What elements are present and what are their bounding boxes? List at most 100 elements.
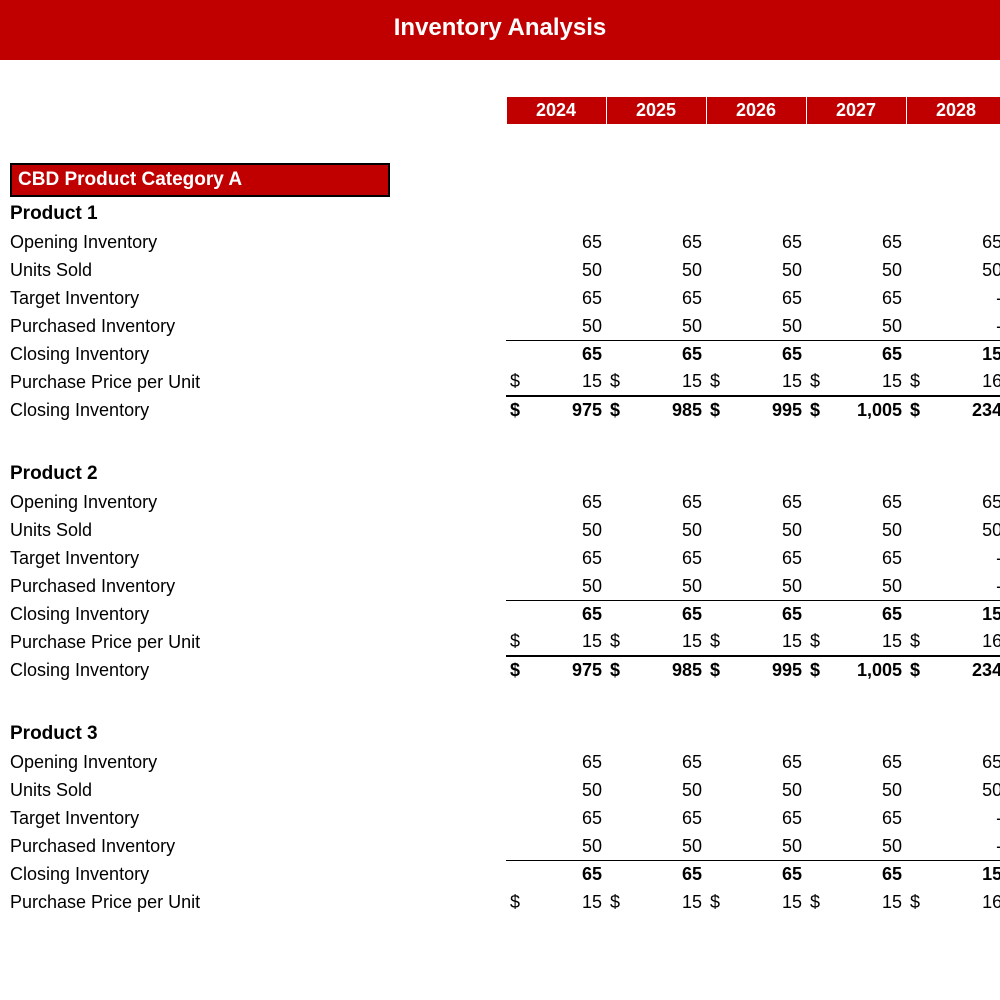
year-header: 2026 bbox=[706, 96, 806, 124]
row-label: Opening Inventory bbox=[6, 748, 506, 776]
data-row: Opening Inventory 65 65 65 65 65 bbox=[6, 488, 1000, 516]
currency-symbol: $ bbox=[606, 628, 626, 656]
currency-symbol bbox=[506, 516, 526, 544]
cell-value: 65 bbox=[826, 860, 906, 888]
cell-value: 50 bbox=[726, 776, 806, 804]
cell-value: 50 bbox=[626, 516, 706, 544]
currency-symbol: $ bbox=[706, 368, 726, 396]
data-row: Target Inventory 65 65 65 65 - bbox=[6, 284, 1000, 312]
product-name: Product 3 bbox=[6, 720, 1000, 748]
currency-symbol bbox=[606, 572, 626, 600]
currency-symbol bbox=[906, 572, 926, 600]
cell-value: 65 bbox=[726, 804, 806, 832]
row-label: Target Inventory bbox=[6, 804, 506, 832]
currency-symbol bbox=[906, 516, 926, 544]
year-header: 2027 bbox=[806, 96, 906, 124]
currency-symbol bbox=[906, 228, 926, 256]
cell-value: 15 bbox=[926, 600, 1000, 628]
currency-symbol bbox=[506, 228, 526, 256]
page-title: Inventory Analysis bbox=[0, 0, 1000, 60]
cell-value: 1,005 bbox=[826, 396, 906, 424]
currency-symbol bbox=[506, 600, 526, 628]
cell-value: 65 bbox=[826, 228, 906, 256]
cell-value: 65 bbox=[526, 228, 606, 256]
cell-value: 15 bbox=[826, 888, 906, 916]
cell-value: 65 bbox=[626, 284, 706, 312]
currency-symbol bbox=[506, 572, 526, 600]
cell-value: 65 bbox=[726, 488, 806, 516]
currency-symbol: $ bbox=[806, 396, 826, 424]
currency-symbol bbox=[606, 804, 626, 832]
cell-value: 16 bbox=[926, 368, 1000, 396]
cell-value: 50 bbox=[826, 516, 906, 544]
currency-symbol bbox=[506, 284, 526, 312]
currency-symbol bbox=[706, 488, 726, 516]
cell-value: 65 bbox=[526, 340, 606, 368]
cell-value: 16 bbox=[926, 628, 1000, 656]
cell-value: 50 bbox=[726, 572, 806, 600]
cell-value: 65 bbox=[626, 544, 706, 572]
currency-symbol bbox=[606, 776, 626, 804]
cell-value: 15 bbox=[626, 888, 706, 916]
currency-symbol: $ bbox=[806, 368, 826, 396]
cell-value: 65 bbox=[726, 284, 806, 312]
currency-symbol bbox=[506, 256, 526, 284]
category-badge: CBD Product Category A bbox=[10, 163, 390, 197]
currency-symbol: $ bbox=[906, 368, 926, 396]
currency-symbol bbox=[706, 748, 726, 776]
data-row: Opening Inventory 65 65 65 65 65 bbox=[6, 748, 1000, 776]
product-name: Product 1 bbox=[6, 200, 1000, 228]
currency-symbol bbox=[806, 256, 826, 284]
cell-value: 65 bbox=[826, 488, 906, 516]
cell-value: 65 bbox=[626, 228, 706, 256]
cell-value: 975 bbox=[526, 656, 606, 684]
cell-value: 985 bbox=[626, 396, 706, 424]
data-row: Purchased Inventory 50 50 50 50 - bbox=[6, 572, 1000, 600]
currency-symbol bbox=[806, 860, 826, 888]
cell-value: 15 bbox=[726, 368, 806, 396]
cell-value: - bbox=[926, 832, 1000, 860]
row-label: Units Sold bbox=[6, 516, 506, 544]
currency-symbol bbox=[906, 860, 926, 888]
currency-symbol: $ bbox=[506, 656, 526, 684]
data-row: Target Inventory 65 65 65 65 - bbox=[6, 804, 1000, 832]
cell-value: 65 bbox=[826, 804, 906, 832]
cell-value: 50 bbox=[526, 516, 606, 544]
currency-symbol bbox=[906, 488, 926, 516]
year-header-row: 2024 2025 2026 2027 2028 bbox=[6, 96, 1000, 124]
cell-value: 65 bbox=[826, 748, 906, 776]
cell-value: 15 bbox=[726, 628, 806, 656]
currency-symbol: $ bbox=[606, 396, 626, 424]
currency-symbol bbox=[606, 516, 626, 544]
data-row: Closing Inventory $975 $985 $995 $1,005 … bbox=[6, 396, 1000, 424]
cell-value: 65 bbox=[526, 284, 606, 312]
currency-symbol bbox=[806, 832, 826, 860]
currency-symbol: $ bbox=[506, 396, 526, 424]
currency-symbol bbox=[806, 228, 826, 256]
currency-symbol bbox=[906, 256, 926, 284]
cell-value: 65 bbox=[726, 748, 806, 776]
cell-value: 15 bbox=[526, 368, 606, 396]
cell-value: 65 bbox=[726, 600, 806, 628]
data-row: Closing Inventory 65 65 65 65 15 bbox=[6, 860, 1000, 888]
row-label: Purchase Price per Unit bbox=[6, 368, 506, 396]
cell-value: - bbox=[926, 284, 1000, 312]
currency-symbol bbox=[906, 748, 926, 776]
currency-symbol bbox=[606, 600, 626, 628]
cell-value: 234 bbox=[926, 396, 1000, 424]
cell-value: 65 bbox=[526, 600, 606, 628]
currency-symbol bbox=[706, 600, 726, 628]
cell-value: 15 bbox=[826, 368, 906, 396]
cell-value: 50 bbox=[626, 312, 706, 340]
data-row: Purchase Price per Unit $15 $15 $15 $15 … bbox=[6, 368, 1000, 396]
row-label: Closing Inventory bbox=[6, 340, 506, 368]
currency-symbol bbox=[706, 228, 726, 256]
year-header: 2028 bbox=[906, 96, 1000, 124]
currency-symbol: $ bbox=[706, 656, 726, 684]
cell-value: 65 bbox=[526, 488, 606, 516]
cell-value: 65 bbox=[926, 748, 1000, 776]
row-label: Closing Inventory bbox=[6, 656, 506, 684]
currency-symbol bbox=[806, 488, 826, 516]
row-label: Closing Inventory bbox=[6, 396, 506, 424]
currency-symbol bbox=[706, 340, 726, 368]
